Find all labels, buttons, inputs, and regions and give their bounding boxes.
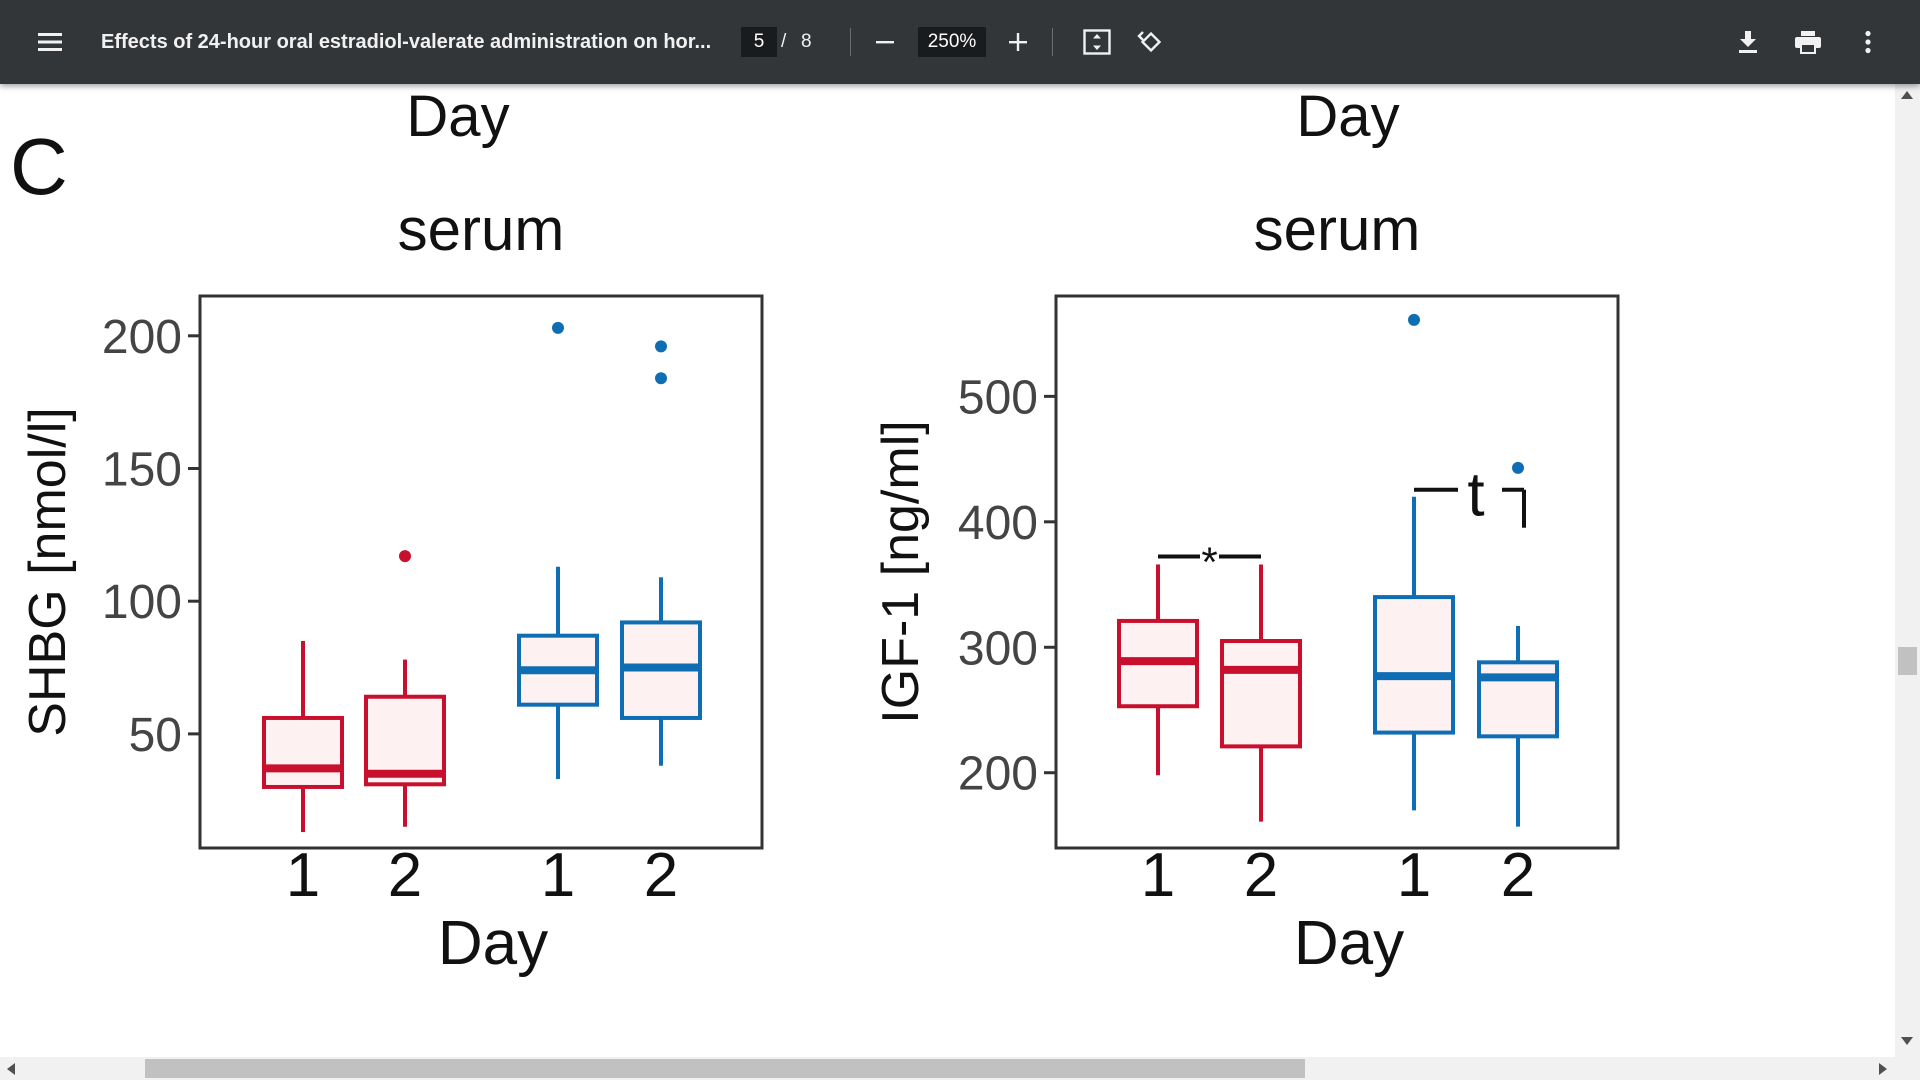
horizontal-scrollbar-thumb[interactable] <box>145 1059 1305 1078</box>
x-tick-label: 1 <box>286 841 320 910</box>
toolbar-divider <box>850 28 851 56</box>
zoom-out-icon[interactable] <box>865 22 905 62</box>
print-icon[interactable] <box>1788 22 1828 62</box>
y-tick-label: 300 <box>958 622 1038 675</box>
y-tick-label: 200 <box>102 311 182 364</box>
toolbar-divider <box>1052 28 1053 56</box>
rotate-icon[interactable] <box>1131 22 1171 62</box>
x-tick-label: 1 <box>541 841 575 910</box>
x-tick-label: 2 <box>1244 841 1278 910</box>
scroll-down-arrow-icon[interactable] <box>1900 1036 1914 1046</box>
y-tick-label: 150 <box>102 444 182 497</box>
box-iqr <box>1373 595 1455 735</box>
pdf-page-viewport[interactable]: C Day Day serum 50 100 150 200 SHBG [nmol/l] 1… <box>0 84 1895 1057</box>
trend-label: t <box>1467 461 1484 530</box>
x-axis-label: Day <box>1294 909 1404 978</box>
fit-page-icon[interactable] <box>1077 22 1117 62</box>
y-tick-label: 500 <box>958 371 1038 424</box>
y-axis-label: SHBG [nmol/l] <box>19 407 77 736</box>
x-tick-label: 2 <box>644 841 678 910</box>
x-tick-label: 1 <box>1141 841 1175 910</box>
scroll-right-arrow-icon[interactable] <box>1878 1062 1888 1076</box>
vertical-scrollbar-thumb[interactable] <box>1898 647 1917 675</box>
top-day-label-right: Day <box>1296 84 1399 149</box>
plot-frame <box>1054 294 1620 850</box>
menu-icon[interactable] <box>30 22 70 62</box>
y-tick-label: 200 <box>958 748 1038 801</box>
panel-label: C <box>10 122 68 211</box>
total-pages: 8 <box>801 31 812 52</box>
figure-canvas: C Day Day serum 50 100 150 200 SHBG [nmol/l] 1… <box>10 84 1620 978</box>
scroll-left-arrow-icon[interactable] <box>6 1062 16 1076</box>
box-iqr <box>1220 639 1302 749</box>
significance-star: * <box>1201 538 1217 585</box>
page-number-input[interactable]: 5 <box>741 27 777 57</box>
outlier-point <box>655 340 667 353</box>
outlier-point <box>552 321 564 334</box>
y-tick-label: 50 <box>129 709 182 762</box>
chart-title: serum <box>398 196 565 263</box>
x-tick-label: 1 <box>1397 841 1431 910</box>
outlier-point <box>655 372 667 385</box>
zoom-in-icon[interactable] <box>998 22 1038 62</box>
outlier-point <box>1408 313 1420 326</box>
download-icon[interactable] <box>1728 22 1768 62</box>
y-tick-label: 100 <box>102 576 182 629</box>
x-tick-label: 2 <box>1501 841 1535 910</box>
y-tick-label: 400 <box>958 497 1038 550</box>
scroll-up-arrow-icon[interactable] <box>1900 90 1914 100</box>
zoom-level-input[interactable]: 250% <box>918 27 986 57</box>
plot-frame <box>198 294 764 850</box>
more-options-icon[interactable] <box>1848 22 1888 62</box>
chart-title: serum <box>1254 196 1421 263</box>
outlier-point <box>1512 461 1524 474</box>
vertical-scrollbar[interactable] <box>1895 84 1920 1057</box>
top-day-label-left: Day <box>406 84 509 149</box>
y-axis-label: IGF-1 [ng/ml] <box>872 420 930 723</box>
document-title: Effects of 24-hour oral estradiol-valera… <box>101 31 712 53</box>
pdf-toolbar: Effects of 24-hour oral estradiol-valera… <box>0 0 1920 84</box>
box-iqr <box>262 715 344 789</box>
x-axis-label: Day <box>438 909 548 978</box>
outlier-point <box>399 550 411 563</box>
x-tick-label: 2 <box>388 841 422 910</box>
page-separator: / <box>781 31 787 52</box>
